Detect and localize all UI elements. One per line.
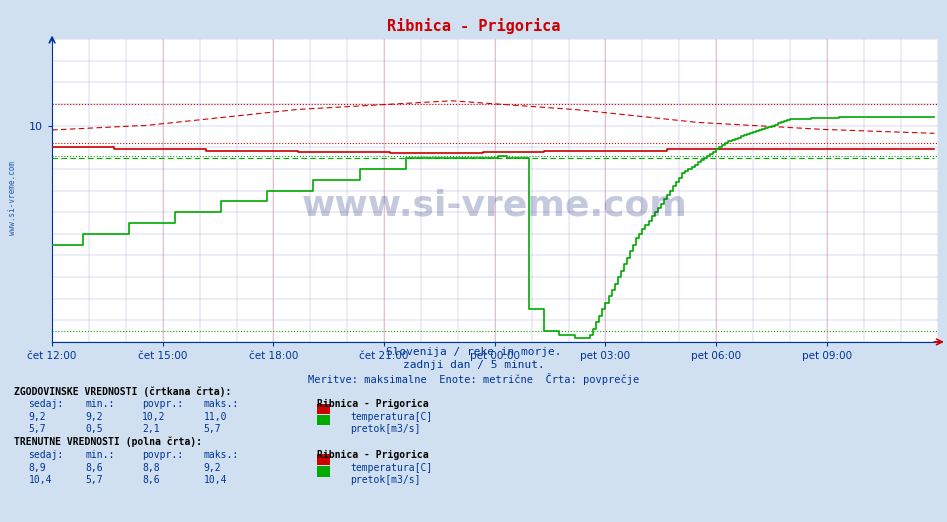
Text: sedaj:: sedaj: <box>28 450 63 460</box>
Text: 10,2: 10,2 <box>142 412 166 422</box>
Text: povpr.:: povpr.: <box>142 450 183 460</box>
Text: 10,4: 10,4 <box>204 475 227 485</box>
Text: www.si-vreme.com: www.si-vreme.com <box>8 161 17 235</box>
Text: 8,8: 8,8 <box>142 463 160 473</box>
Text: pretok[m3/s]: pretok[m3/s] <box>350 475 420 485</box>
Text: min.:: min.: <box>85 450 115 460</box>
Text: temperatura[C]: temperatura[C] <box>350 412 433 422</box>
Text: pretok[m3/s]: pretok[m3/s] <box>350 424 420 434</box>
Text: Ribnica - Prigorica: Ribnica - Prigorica <box>317 399 429 409</box>
Text: 5,7: 5,7 <box>85 475 103 485</box>
Text: 9,2: 9,2 <box>204 463 222 473</box>
Text: Meritve: maksimalne  Enote: metrične  Črta: povprečje: Meritve: maksimalne Enote: metrične Črta… <box>308 373 639 385</box>
Text: Slovenija / reke in morje.: Slovenija / reke in morje. <box>385 347 562 357</box>
Text: www.si-vreme.com: www.si-vreme.com <box>302 188 688 223</box>
Text: sedaj:: sedaj: <box>28 399 63 409</box>
Text: 8,9: 8,9 <box>28 463 46 473</box>
Text: TRENUTNE VREDNOSTI (polna črta):: TRENUTNE VREDNOSTI (polna črta): <box>14 437 203 447</box>
Text: 9,2: 9,2 <box>28 412 46 422</box>
Text: 8,6: 8,6 <box>142 475 160 485</box>
Text: Ribnica - Prigorica: Ribnica - Prigorica <box>386 18 561 34</box>
Text: maks.:: maks.: <box>204 399 239 409</box>
Text: 10,4: 10,4 <box>28 475 52 485</box>
Text: min.:: min.: <box>85 399 115 409</box>
Text: 2,1: 2,1 <box>142 424 160 434</box>
Text: zadnji dan / 5 minut.: zadnji dan / 5 minut. <box>402 360 545 370</box>
Text: 5,7: 5,7 <box>28 424 46 434</box>
Text: 11,0: 11,0 <box>204 412 227 422</box>
Text: maks.:: maks.: <box>204 450 239 460</box>
Text: povpr.:: povpr.: <box>142 399 183 409</box>
Text: temperatura[C]: temperatura[C] <box>350 463 433 473</box>
Text: 9,2: 9,2 <box>85 412 103 422</box>
Text: 0,5: 0,5 <box>85 424 103 434</box>
Text: 8,6: 8,6 <box>85 463 103 473</box>
Text: Ribnica - Prigorica: Ribnica - Prigorica <box>317 450 429 460</box>
Text: 5,7: 5,7 <box>204 424 222 434</box>
Text: ZGODOVINSKE VREDNOSTI (črtkana črta):: ZGODOVINSKE VREDNOSTI (črtkana črta): <box>14 386 232 397</box>
